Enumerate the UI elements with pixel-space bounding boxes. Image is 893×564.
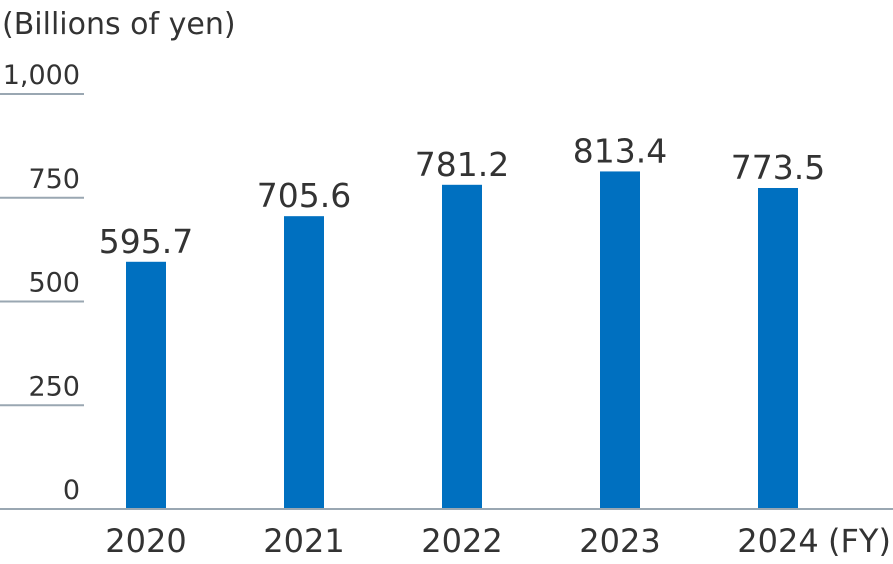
bar-2021: [284, 216, 324, 509]
y-tick-label: 750: [28, 164, 80, 195]
value-label-2024: 773.5: [731, 148, 825, 187]
x-category-label-2020: 2020: [105, 522, 186, 560]
value-label-2022: 781.2: [415, 145, 509, 184]
y-axis-unit-label: (Billions of yen): [2, 7, 236, 42]
y-axis-ticks: 0 250 500 750 1,000: [0, 60, 84, 506]
bar-2024: [758, 187, 798, 509]
bar-2020: [126, 261, 166, 509]
y-tick-label: 500: [28, 268, 80, 299]
value-labels: 595.7 705.6 781.2 813.4 773.5: [99, 131, 825, 260]
value-label-2020: 595.7: [99, 222, 193, 261]
bar-2022: [442, 184, 482, 509]
y-tick-label: 250: [28, 371, 80, 402]
y-tick-label: 0: [63, 475, 80, 506]
x-category-label-2022: 2022: [421, 522, 502, 560]
value-label-2021: 705.6: [257, 176, 351, 215]
value-label-2023: 813.4: [573, 131, 667, 170]
x-axis-fy-label: (FY): [828, 522, 891, 560]
x-axis-category-labels: 2020 2021 2022 2023 2024: [105, 522, 818, 560]
x-category-label-2024: 2024: [737, 522, 818, 560]
x-category-label-2023: 2023: [579, 522, 660, 560]
y-tick-label: 1,000: [3, 60, 80, 91]
bars: [126, 171, 798, 509]
x-category-label-2021: 2021: [263, 522, 344, 560]
bar-2023: [600, 171, 640, 509]
